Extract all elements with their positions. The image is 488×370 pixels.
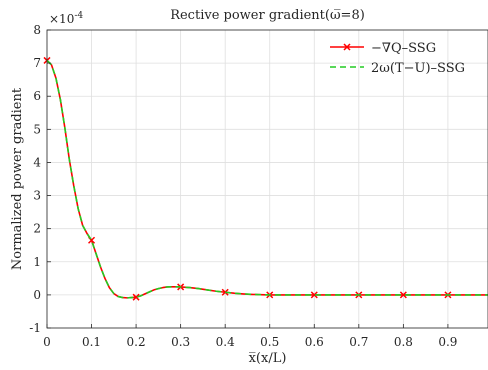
x-tick-label: 0.4 <box>216 335 235 349</box>
data-point-marker <box>132 293 140 301</box>
y-tick-label: 7 <box>33 56 41 70</box>
y-axis-exponent: ×10-4 <box>49 11 83 26</box>
y-tick-label: 3 <box>33 189 41 203</box>
data-point-marker <box>399 291 407 299</box>
x-tick-label: 0.9 <box>438 335 457 349</box>
y-tick-label: 8 <box>33 23 41 37</box>
x-tick-label: 0.1 <box>82 335 101 349</box>
y-tick-label: 0 <box>33 288 41 302</box>
legend: −∇Q–SSG 2ω(T−U)–SSG <box>330 41 465 76</box>
x-tick-label: 0.8 <box>394 335 413 349</box>
x-tick-label: 0 <box>43 335 51 349</box>
y-axis-ticks: -1 0 1 2 3 4 5 6 7 8 <box>29 23 51 335</box>
y-tick-label: -1 <box>29 321 41 335</box>
x-tick-label: 0.6 <box>305 335 324 349</box>
axes-box <box>46 29 488 329</box>
legend-label: −∇Q–SSG <box>371 41 436 56</box>
y-tick-label: 4 <box>33 155 41 169</box>
y-tick-label: 6 <box>33 89 41 103</box>
legend-label: 2ω(T−U)–SSG <box>371 61 465 76</box>
x-axis-ticks: 0 0.1 0.2 0.3 0.4 0.5 0.6 0.7 0.8 0.9 <box>43 324 457 349</box>
y-tick-label: 1 <box>33 255 41 269</box>
y-tick-label: 5 <box>33 122 41 136</box>
series-tu-line <box>46 59 488 299</box>
y-axis-label: Normalized power gradient <box>10 87 25 270</box>
data-point-marker <box>310 291 318 299</box>
x-tick-label: 0.7 <box>349 335 368 349</box>
x-tick-label: 0.3 <box>171 335 190 349</box>
x-tick-label: 0.5 <box>260 335 279 349</box>
legend-marker <box>343 43 351 51</box>
y-tick-label: 2 <box>33 222 41 236</box>
x-axis-label: x̅(x/L) <box>249 351 287 366</box>
chart-title: Rective power gradient(ω̅=8) <box>170 8 365 23</box>
x-tick-label: 0.2 <box>127 335 146 349</box>
